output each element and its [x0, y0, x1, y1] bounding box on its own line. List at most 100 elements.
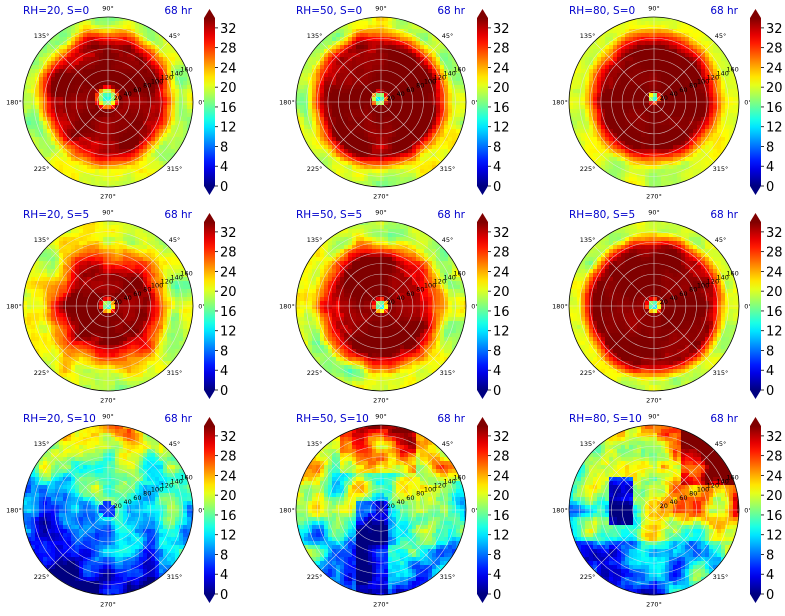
heat-cell [83, 249, 88, 254]
heat-cell [380, 49, 385, 54]
heat-cell [404, 37, 409, 42]
heat-cell [91, 33, 96, 38]
heat-cell [645, 73, 650, 78]
heat-cell [424, 61, 429, 66]
heat-cell [436, 45, 441, 50]
heat-cell [681, 149, 686, 154]
heat-cell [312, 117, 317, 122]
heat-cell [396, 121, 401, 126]
heat-cell [95, 245, 100, 250]
heat-cell [43, 65, 48, 70]
heat-cell [135, 265, 140, 270]
heat-cell [39, 109, 44, 114]
heat-cell [39, 257, 44, 262]
heat-cell [633, 33, 638, 38]
heat-cell [159, 53, 164, 58]
heat-cell [412, 113, 417, 118]
heat-cell [609, 153, 614, 158]
heat-cell [47, 141, 52, 146]
heat-cell [95, 61, 100, 66]
heat-cell [589, 125, 594, 130]
heat-cell [79, 105, 84, 110]
heat-cell [697, 113, 702, 118]
heat-cell [573, 97, 578, 102]
heat-cell [380, 69, 385, 74]
heat-cell [147, 129, 152, 134]
heat-cell [428, 141, 433, 146]
heat-cell [91, 93, 96, 98]
heat-cell [308, 113, 313, 118]
heat-cell [312, 73, 317, 78]
heat-cell [155, 141, 160, 146]
heat-cell [396, 65, 401, 70]
heat-cell [657, 49, 662, 54]
heat-cell [31, 77, 36, 82]
heat-cell [605, 161, 610, 166]
heat-cell [673, 165, 678, 170]
heat-cell [669, 145, 674, 150]
heat-cell [685, 113, 690, 118]
heat-cell [424, 85, 429, 90]
heat-cell [637, 169, 642, 174]
colorbar-tick-label: 20 [766, 81, 783, 96]
heat-cell [404, 105, 409, 110]
heat-cell [87, 237, 92, 242]
heat-cell [308, 109, 313, 114]
heat-cell [175, 117, 180, 122]
colorbar-gradient [204, 18, 215, 186]
heat-cell [39, 97, 44, 102]
heat-cell [35, 93, 40, 98]
heat-cell [629, 141, 634, 146]
heat-cell [693, 33, 698, 38]
heat-cell [91, 41, 96, 46]
heat-cell [95, 41, 100, 46]
heat-cell [625, 129, 630, 134]
heat-cell [376, 17, 381, 22]
heat-cell [316, 97, 321, 102]
heat-cell [63, 49, 68, 54]
heat-cell [597, 85, 602, 90]
heat-cell [79, 173, 84, 178]
heat-cell [380, 137, 385, 142]
heat-cell [436, 97, 441, 102]
heat-cell [585, 113, 590, 118]
heat-cell [155, 89, 160, 94]
heat-cell [424, 33, 429, 38]
heat-cell [444, 109, 449, 114]
heat-cell [677, 25, 682, 30]
radial-tick-label: 20 [660, 94, 668, 102]
heat-cell [356, 141, 361, 146]
heat-cell [689, 145, 694, 150]
heat-cell [111, 37, 116, 42]
heat-cell [420, 125, 425, 130]
heat-cell [123, 257, 128, 262]
heat-cell [115, 21, 120, 26]
heat-cell [320, 141, 325, 146]
heat-cell [432, 145, 437, 150]
heat-cell [653, 17, 658, 22]
heat-cell [340, 129, 345, 134]
heat-cell [669, 41, 674, 46]
heat-cell [376, 49, 381, 54]
heat-cell [35, 113, 40, 118]
heat-cell [151, 121, 156, 126]
heat-cell [605, 133, 610, 138]
heat-cell [376, 41, 381, 46]
heat-cell [629, 149, 634, 154]
heat-cell [99, 241, 104, 246]
heat-cell [420, 45, 425, 50]
heat-cell [39, 53, 44, 58]
heat-cell [577, 117, 582, 122]
heat-cell [717, 141, 722, 146]
heat-cell [163, 133, 168, 138]
heat-cell [99, 153, 104, 158]
heat-cell [139, 145, 144, 150]
heat-cell [159, 245, 164, 250]
heat-cell [665, 33, 670, 38]
heat-cell [336, 73, 341, 78]
heat-cell [332, 69, 337, 74]
heat-cell [123, 245, 128, 250]
heat-cell [605, 117, 610, 122]
heat-cell [159, 261, 164, 266]
